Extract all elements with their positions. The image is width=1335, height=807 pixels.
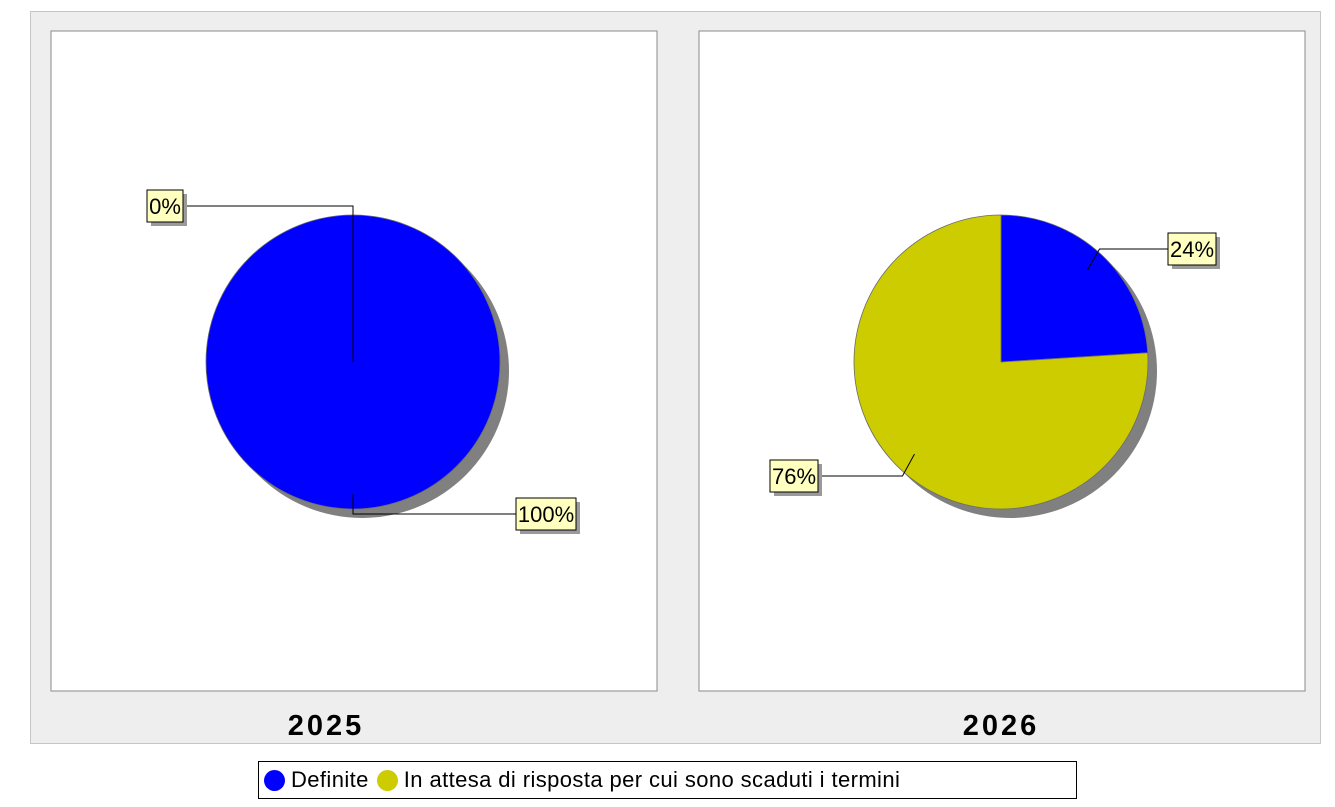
legend-item-in-attesa: In attesa di risposta per cui sono scadu… — [376, 767, 908, 793]
legend-item-definite: Definite — [264, 767, 377, 793]
pie-chart-2025: 100% 0% — [146, 189, 580, 534]
pie-label-2025-definite-box — [515, 497, 577, 531]
pie-label-2026-in-attesa-box — [769, 459, 819, 493]
pie-label-2026-definite-box — [1167, 232, 1217, 266]
pie-label-2026-definite: 24% — [1170, 237, 1214, 262]
legend-label-in-attesa: In attesa di risposta per cui sono scadu… — [403, 767, 901, 792]
pie-label-2025-definite-leader — [352, 494, 516, 515]
pie-slice-2026-in-attesa — [853, 214, 1149, 510]
chart-legend: Definite In attesa di risposta per cui s… — [258, 761, 1077, 799]
pie-label-2025-definite: 100% — [518, 502, 574, 527]
pie-label-2025-in-attesa-box — [146, 189, 184, 223]
legend-swatch-in-attesa — [376, 769, 398, 791]
legend-swatch-definite — [264, 769, 285, 791]
pie-label-2025-in-attesa: 0% — [149, 194, 181, 219]
pie-label-2026-in-attesa-leader — [818, 453, 915, 477]
pie-title-2025: 2025 — [288, 710, 365, 742]
pie-slice-2026-definite — [1000, 214, 1149, 363]
legend-label-definite: Definite — [291, 767, 369, 792]
pie-label-2025-in-attesa-leader — [183, 205, 354, 362]
pie-chart-2026: 24% 76% — [769, 214, 1220, 518]
pie-label-2026-definite-leader — [1087, 248, 1168, 271]
pie-label-2026-in-attesa: 76% — [772, 464, 816, 489]
pie-title-2026: 2026 — [963, 710, 1040, 742]
